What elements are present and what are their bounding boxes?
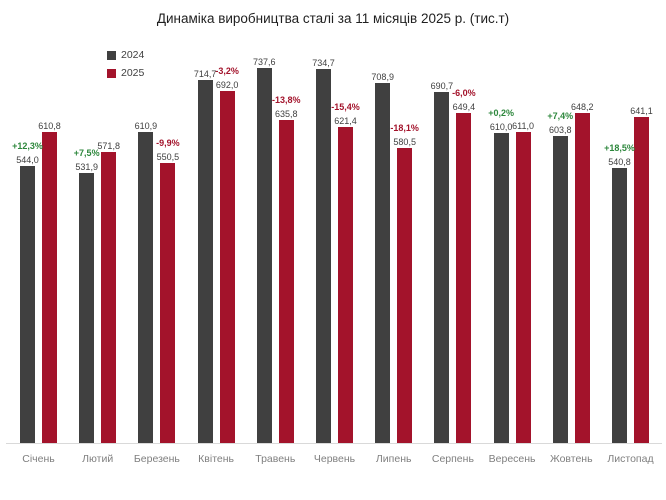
legend: 2024 2025: [107, 46, 144, 82]
x-axis-label-m2: Лютий: [82, 453, 114, 465]
pct-change-label-m4: -3,2%: [215, 66, 239, 77]
bar-2024-m2: [79, 172, 95, 443]
bar-2025-m7: [397, 147, 413, 443]
value-label-2025-m2: 571,8: [97, 141, 120, 152]
legend-swatch-2024: [107, 50, 116, 60]
legend-item-2024: 2024: [107, 46, 144, 64]
pct-change-label-m7: -18,1%: [390, 122, 419, 133]
x-axis-line: [6, 443, 662, 444]
bar-2024-m4: [197, 79, 213, 443]
value-label-2025-m4: 692,0: [215, 80, 239, 91]
value-label-2024-m7: 708,9: [371, 71, 394, 82]
x-axis-label-m5: Травень: [255, 453, 296, 465]
value-label-2024-m11: 540,8: [608, 157, 631, 168]
bar-2024-m3: [138, 132, 154, 443]
x-axis-label-m11: Листопад: [607, 453, 654, 465]
value-label-2024-m10: 603,8: [549, 125, 572, 136]
x-axis-label-m7: Липень: [375, 453, 412, 465]
value-label-2025-m3: 550,5: [156, 152, 180, 163]
bar-2024-m7: [375, 82, 391, 443]
value-label-2024-m5: 737,6: [253, 57, 276, 67]
pct-change-label-m10: +7,4%: [547, 111, 574, 122]
bar-2024-m8: [434, 91, 450, 443]
pct-change-label-m2: +7,5%: [73, 147, 100, 158]
value-label-2025-m9: 611,0: [512, 121, 535, 132]
bar-2024-m10: [552, 136, 568, 443]
value-label-2025-m11: 641,1: [630, 106, 653, 117]
value-label-2024-m2: 531,9: [75, 161, 98, 172]
chart-title: Динаміка виробництва сталі за 11 місяців…: [156, 11, 510, 26]
pct-change-label-m3: -9,9%: [156, 138, 180, 149]
pct-change-label-m9: +0,2%: [488, 107, 514, 118]
bar-2025-m10: [574, 113, 590, 443]
value-label-2024-m3: 610,9: [134, 121, 158, 132]
bar-2025-m4: [219, 91, 235, 443]
pct-change-label-m11: +18,5%: [604, 143, 635, 154]
value-label-2024-m9: 610,0: [489, 121, 513, 132]
pct-change-label-m5: -13,8%: [272, 94, 301, 105]
x-axis-label-m6: Червень: [313, 453, 356, 465]
x-axis-label-m3: Березень: [133, 453, 180, 465]
x-axis-label-m10: Жовтень: [550, 453, 593, 465]
pct-change-label-m1: +12,3%: [12, 141, 43, 152]
value-label-2025-m8: 649,4: [452, 101, 476, 112]
bar-2025-m3: [160, 163, 176, 443]
legend-item-2025: 2025: [107, 64, 144, 82]
bar-2025-m2: [101, 152, 117, 443]
bar-2025-m1: [42, 132, 57, 443]
bar-2024-m6: [316, 69, 331, 443]
x-axis-label-m9: Вересень: [488, 453, 536, 465]
bar-2024-m1: [20, 166, 35, 443]
bar-2025-m5: [278, 119, 294, 443]
value-label-2024-m4: 714,7: [193, 68, 217, 79]
legend-label-2024: 2024: [121, 49, 145, 61]
bar-2025-m6: [338, 127, 353, 443]
value-label-2025-m10: 648,2: [571, 102, 594, 113]
value-label-2025-m1: 610,8: [38, 121, 61, 132]
value-label-2025-m5: 635,8: [275, 108, 298, 119]
bar-2024-m5: [256, 68, 272, 443]
bar-2025-m8: [456, 112, 472, 443]
pct-change-label-m8: -6,0%: [452, 87, 476, 98]
value-label-2024-m1: 544,0: [16, 155, 39, 166]
legend-swatch-2025: [107, 68, 116, 78]
value-label-2024-m6: 734,7: [312, 58, 335, 69]
x-axis-label-m8: Серпень: [431, 453, 474, 465]
bar-2025-m9: [515, 132, 531, 443]
bar-2025-m11: [634, 117, 649, 443]
pct-change-label-m6: -15,4%: [331, 102, 360, 113]
value-label-2024-m8: 690,7: [430, 80, 454, 91]
x-axis-label-m1: Січень: [22, 453, 55, 465]
value-label-2025-m6: 621,4: [334, 116, 357, 127]
bar-2024-m11: [612, 168, 627, 443]
bar-2024-m9: [493, 132, 509, 443]
value-label-2025-m7: 580,5: [393, 136, 416, 147]
x-axis-label-m4: Квітень: [198, 453, 234, 465]
legend-label-2025: 2025: [121, 67, 145, 79]
